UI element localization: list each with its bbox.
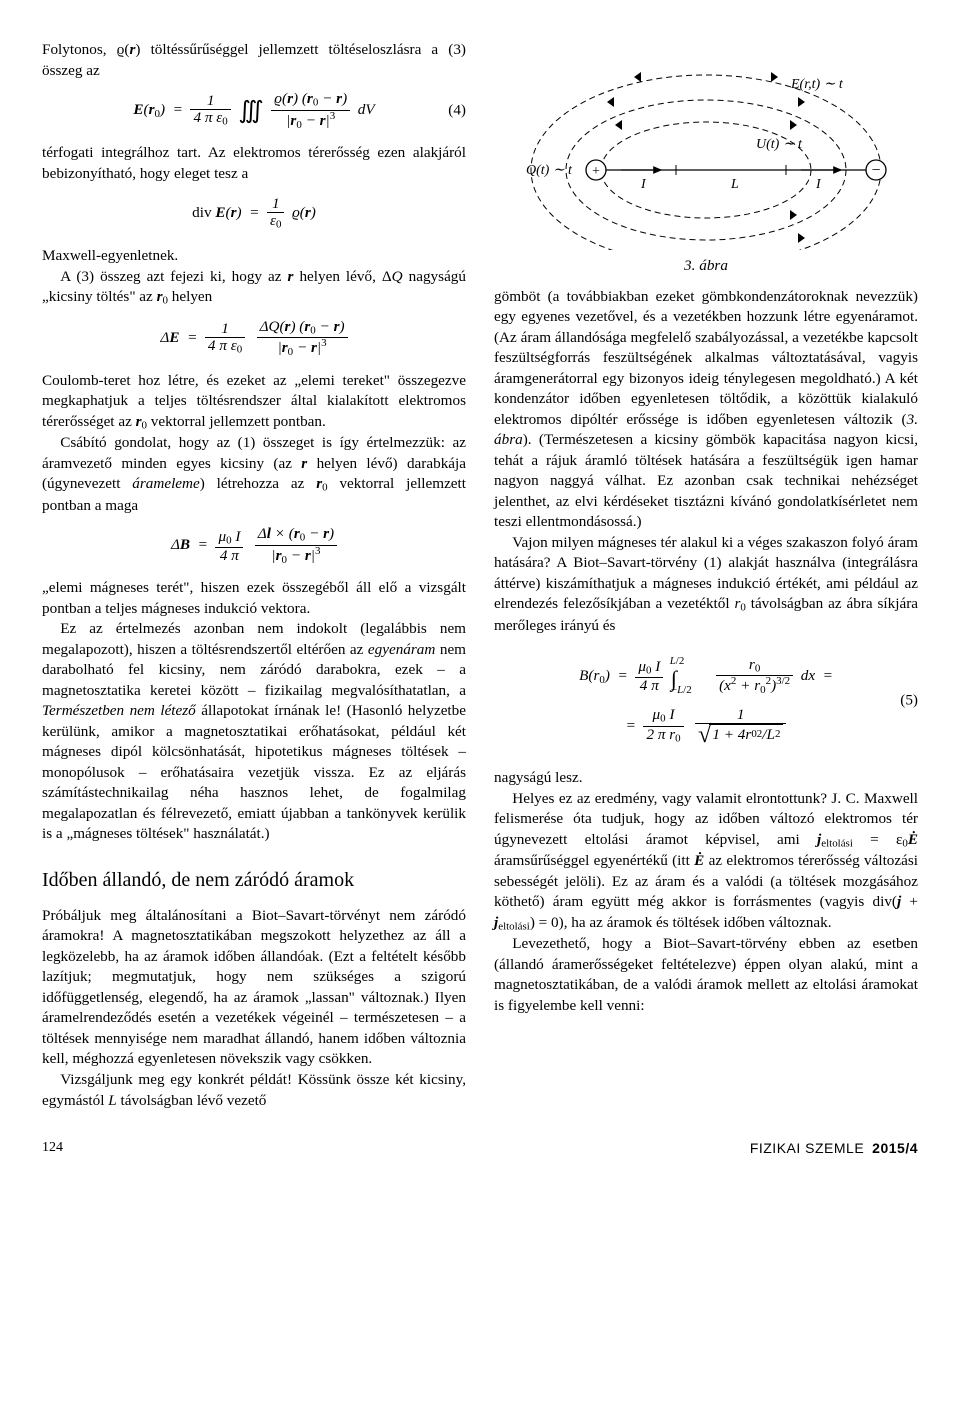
- equation-deltaB: ΔB = μ0 I4 π Δl × (r0 − r)|r0 − r|3: [42, 526, 466, 566]
- svg-text:I: I: [815, 177, 822, 192]
- para: Vajon milyen mágneses tér alakul ki a vé…: [494, 533, 918, 637]
- figure-caption: 3. ábra: [494, 256, 918, 277]
- para: Coulomb-teret hoz létre, és ezeket az „e…: [42, 371, 466, 434]
- para: Próbáljuk meg általánosítani a Biot–Sava…: [42, 906, 466, 1070]
- para: térfogati integrálhoz tart. Az elektromo…: [42, 143, 466, 184]
- eq-number: (4): [448, 101, 466, 122]
- svg-text:Q(t) ∼ t: Q(t) ∼ t: [526, 163, 573, 178]
- svg-text:I: I: [640, 177, 647, 192]
- journal-ref: FIZIKAI SZEMLE 2015/4: [750, 1139, 918, 1160]
- para: Csábító gondolat, hogy az (1) összeget i…: [42, 433, 466, 516]
- svg-text:E(r,t) ∼ t: E(r,t) ∼ t: [790, 77, 844, 92]
- equation-deltaE: ΔE = 14 π ε0 ΔQ(r) (r0 − r)|r0 − r|3: [42, 319, 466, 359]
- para: Maxwell-egyenletnek.: [42, 246, 466, 267]
- right-column: + − Q(t) ∼ t E(r,t) ∼ t U(t) ∼ t I I L 3…: [494, 40, 918, 1111]
- equation-4: E(r0) = 14 π ε0 ∭ ϱ(r) (r0 − r)|r0 − r|3…: [42, 91, 466, 131]
- section-heading: Időben állandó, de nem záródó áramok: [42, 867, 466, 894]
- para: „elemi mágneses terét", hiszen ezek össz…: [42, 578, 466, 619]
- para: nagyságú lesz.: [494, 768, 918, 789]
- svg-text:+: +: [592, 164, 600, 179]
- para: Levezethető, hogy a Biot–Savart-törvény …: [494, 934, 918, 1016]
- para: Vizsgáljunk meg egy konkrét példát! Köss…: [42, 1070, 466, 1111]
- para: A (3) összeg azt fejezi ki, hogy az r he…: [42, 267, 466, 309]
- svg-text:L: L: [730, 177, 739, 192]
- equation-5: B(r0) = μ0 I4 π ∫−L/2L/2 r0(x2 + r02)3/2…: [494, 646, 918, 756]
- page-footer: 124 FIZIKAI SZEMLE 2015/4: [42, 1139, 918, 1160]
- svg-text:−: −: [871, 162, 880, 179]
- para: gömböt (a továbbiakban ezeket gömbkonden…: [494, 287, 918, 533]
- para: Ez az értelmezés azonban nem indokolt (l…: [42, 619, 466, 845]
- figure-3: + − Q(t) ∼ t E(r,t) ∼ t U(t) ∼ t I I L: [501, 40, 911, 250]
- eq-number: (5): [900, 691, 918, 712]
- equation-div: div E(r) = 1ε0 ϱ(r): [42, 194, 466, 234]
- para: Helyes ez az eredmény, vagy valamit elro…: [494, 789, 918, 935]
- page-number: 124: [42, 1139, 63, 1160]
- svg-text:U(t) ∼ t: U(t) ∼ t: [756, 137, 803, 152]
- left-column: Folytonos, ϱ(r) töltéssűrűséggel jellemz…: [42, 40, 466, 1111]
- para: Folytonos, ϱ(r) töltéssűrűséggel jellemz…: [42, 40, 466, 81]
